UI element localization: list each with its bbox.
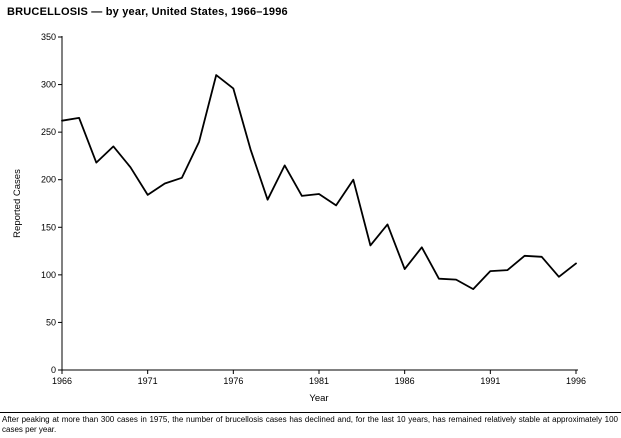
series-line bbox=[61, 74, 577, 291]
chart-title: BRUCELLOSIS — by year, United States, 19… bbox=[7, 6, 288, 18]
x-tick-label: 1981 bbox=[309, 376, 329, 386]
x-tick-label: 1986 bbox=[395, 376, 415, 386]
y-tick-label: 150 bbox=[41, 222, 56, 232]
footnote-text: After peaking at more than 300 cases in … bbox=[2, 415, 618, 434]
x-tick-label: 1991 bbox=[480, 376, 500, 386]
x-axis-label: Year bbox=[309, 393, 328, 404]
x-tick-label: 1996 bbox=[566, 376, 586, 386]
y-tick-label: 0 bbox=[51, 365, 56, 375]
brucellosis-line-chart: 0 50 100 150 200 250 300 350 1966 1971 1976 1981 198… bbox=[12, 32, 586, 404]
y-tick-label: 200 bbox=[41, 175, 56, 185]
footnote: After peaking at more than 300 cases in … bbox=[0, 412, 621, 434]
y-tick-label: 350 bbox=[41, 32, 56, 42]
x-tick-label: 1976 bbox=[223, 376, 243, 386]
y-tick-label: 100 bbox=[41, 270, 56, 280]
y-tick-label: 300 bbox=[41, 80, 56, 90]
y-axis-label: Reported Cases bbox=[12, 169, 23, 238]
x-tick-label: 1971 bbox=[138, 376, 158, 386]
y-tick-label: 50 bbox=[46, 317, 56, 327]
x-tick-label: 1966 bbox=[52, 376, 72, 386]
y-tick-label: 250 bbox=[41, 127, 56, 137]
